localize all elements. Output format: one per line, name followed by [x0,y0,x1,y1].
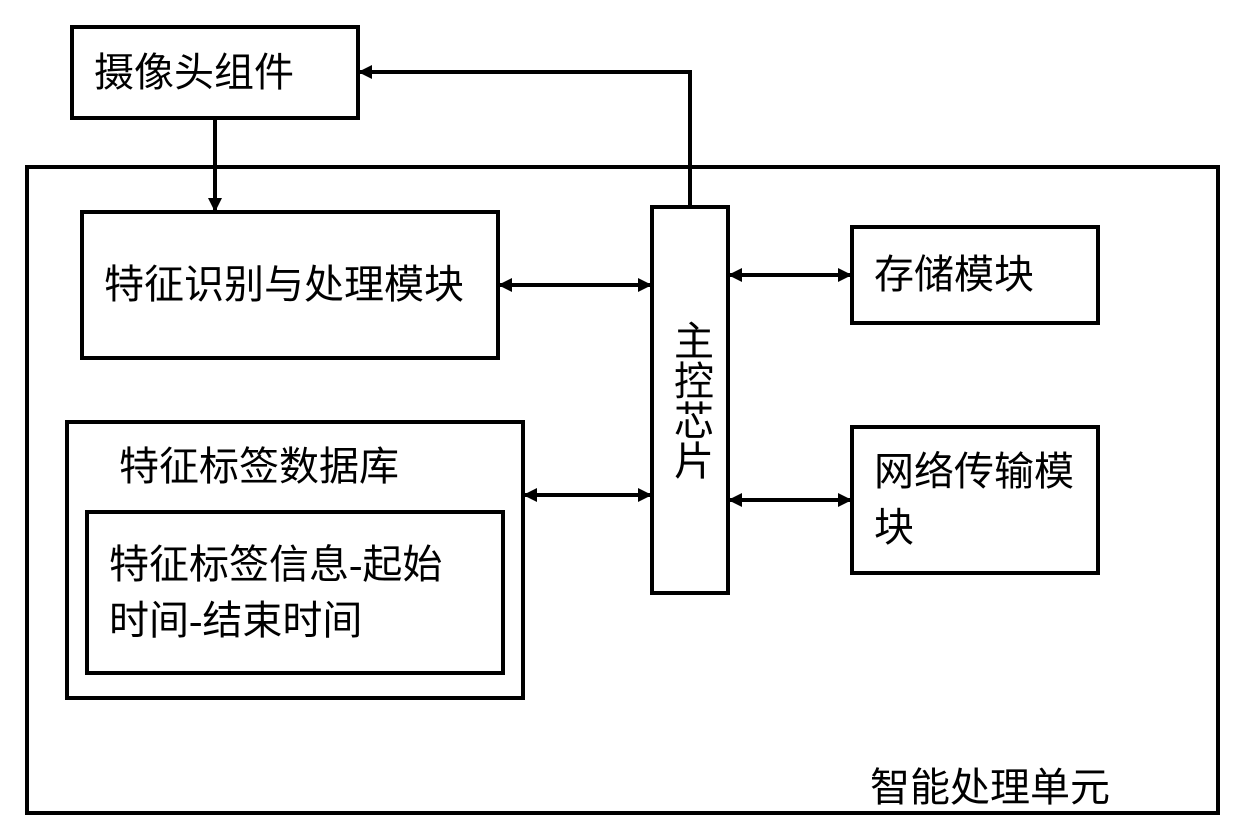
edge-mainchip-camera [360,72,690,205]
connectors [0,0,1239,840]
